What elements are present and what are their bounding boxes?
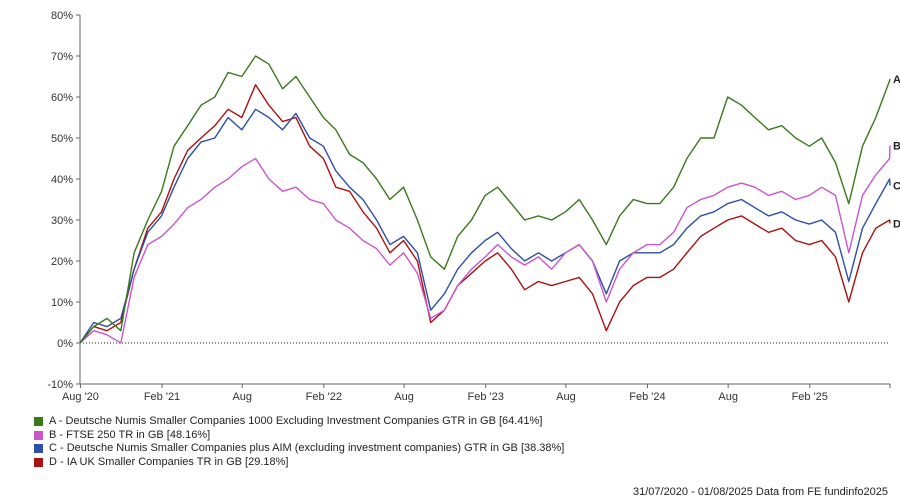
y-tick-label: 70%	[51, 51, 73, 63]
legend-item-b: B - FTSE 250 TR in GB [48.16%]	[34, 429, 564, 443]
y-tick-label: 80%	[51, 10, 73, 22]
y-tick-label: 50%	[51, 133, 73, 145]
legend: A - Deutsche Numis Smaller Companies 100…	[34, 415, 564, 469]
series-lines	[79, 55, 891, 344]
x-tick-label: Feb '22	[306, 391, 342, 403]
y-tick-label: 60%	[51, 92, 73, 104]
legend-swatch-c	[34, 444, 43, 454]
x-tick-label: Aug	[232, 391, 252, 403]
series-line-b	[79, 145, 891, 344]
series-end-label-b: B	[893, 141, 900, 153]
series-line-a	[79, 55, 891, 344]
y-tick-label: 40%	[51, 174, 73, 186]
legend-label-d: D - IA UK Smaller Companies TR in GB [29…	[49, 455, 289, 468]
series-line-c	[79, 108, 891, 344]
y-tick-label: -10%	[47, 379, 73, 391]
x-axis-ticks: Aug '20 Feb '21 Aug Feb '22 Aug Feb '23 Aug Feb…	[62, 384, 891, 403]
legend-item-d: D - IA UK Smaller Companies TR in GB [29…	[34, 456, 564, 470]
legend-swatch-d	[34, 457, 43, 467]
y-tick-label: 0%	[57, 338, 73, 350]
x-tick-label: Aug '20	[62, 391, 99, 403]
x-tick-label: Aug	[556, 391, 576, 403]
legend-label-a: A - Deutsche Numis Smaller Companies 100…	[49, 415, 543, 427]
y-tick-label: 20%	[51, 256, 73, 268]
y-axis-ticks: -10% 0% 10% 20% 30% 40% 50% 60% 70% 80%	[47, 10, 80, 391]
x-tick-label: Feb '23	[467, 391, 503, 403]
series-end-label-d: D	[893, 218, 900, 230]
legend-item-a: A - Deutsche Numis Smaller Companies 100…	[34, 415, 564, 429]
y-tick-label: 10%	[51, 297, 73, 309]
series-line-d	[79, 83, 891, 344]
x-tick-label: Feb '21	[144, 391, 180, 403]
series-end-label-c: C	[893, 181, 900, 193]
series-end-labels: A B C D	[893, 74, 900, 230]
legend-swatch-b	[34, 430, 43, 440]
legend-item-c: C - Deutsche Numis Smaller Companies plu…	[34, 442, 564, 456]
chart-axes	[79, 15, 890, 385]
legend-label-c: C - Deutsche Numis Smaller Companies plu…	[49, 442, 565, 454]
legend-label-b: B - FTSE 250 TR in GB [48.16%]	[49, 428, 211, 441]
x-tick-label: Feb '25	[792, 391, 828, 403]
y-tick-label: 30%	[51, 215, 73, 227]
x-tick-label: Feb '24	[629, 391, 665, 403]
x-tick-label: Aug	[718, 391, 738, 403]
legend-swatch-a	[34, 417, 43, 427]
series-end-label-a: A	[893, 74, 900, 86]
x-tick-label: Aug	[394, 391, 414, 403]
footer-text: 31/07/2020 - 01/08/2025 Data from FE fun…	[632, 486, 888, 498]
